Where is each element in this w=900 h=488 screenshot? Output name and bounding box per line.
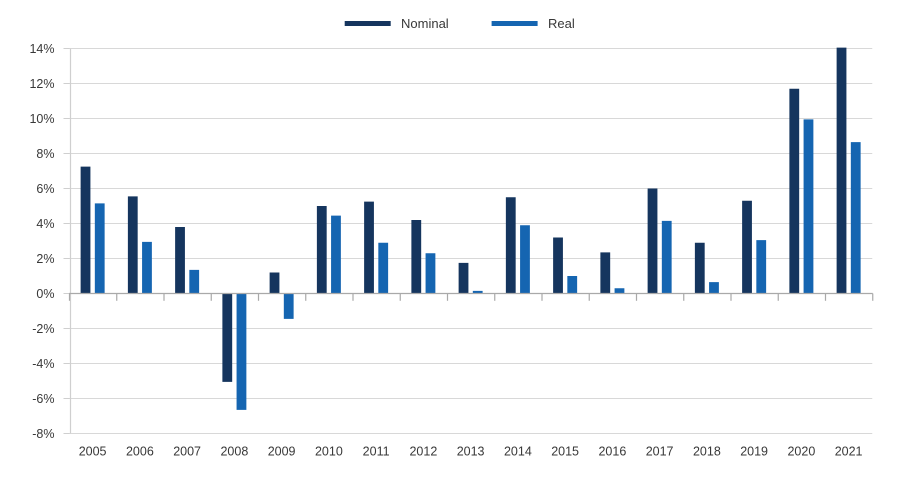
svg-text:Nominal: Nominal (401, 16, 449, 31)
svg-text:Real: Real (548, 16, 575, 31)
svg-text:2006: 2006 (126, 445, 154, 459)
svg-text:2011: 2011 (363, 445, 390, 459)
svg-text:10%: 10% (29, 112, 54, 126)
svg-text:2012: 2012 (409, 445, 437, 459)
svg-text:2020: 2020 (787, 445, 815, 459)
svg-text:2010: 2010 (315, 445, 343, 459)
svg-text:2007: 2007 (173, 445, 201, 459)
svg-text:2021: 2021 (835, 445, 863, 459)
svg-text:-6%: -6% (32, 392, 54, 406)
svg-text:2016: 2016 (598, 445, 626, 459)
svg-text:6%: 6% (36, 182, 54, 196)
svg-text:0%: 0% (36, 287, 54, 301)
svg-text:-4%: -4% (32, 357, 54, 371)
svg-text:2017: 2017 (646, 445, 674, 459)
svg-text:4%: 4% (36, 217, 54, 231)
svg-text:2015: 2015 (551, 445, 579, 459)
svg-text:14%: 14% (29, 42, 54, 56)
svg-text:2014: 2014 (504, 445, 532, 459)
svg-text:2009: 2009 (268, 445, 296, 459)
svg-text:2019: 2019 (740, 445, 768, 459)
svg-text:2018: 2018 (693, 445, 721, 459)
svg-text:2%: 2% (36, 252, 54, 266)
svg-text:-2%: -2% (32, 322, 54, 336)
svg-text:12%: 12% (29, 77, 54, 91)
svg-text:2005: 2005 (79, 445, 107, 459)
svg-text:2008: 2008 (220, 445, 248, 459)
svg-text:8%: 8% (36, 147, 54, 161)
svg-text:2013: 2013 (457, 445, 485, 459)
svg-text:-8%: -8% (32, 427, 54, 441)
